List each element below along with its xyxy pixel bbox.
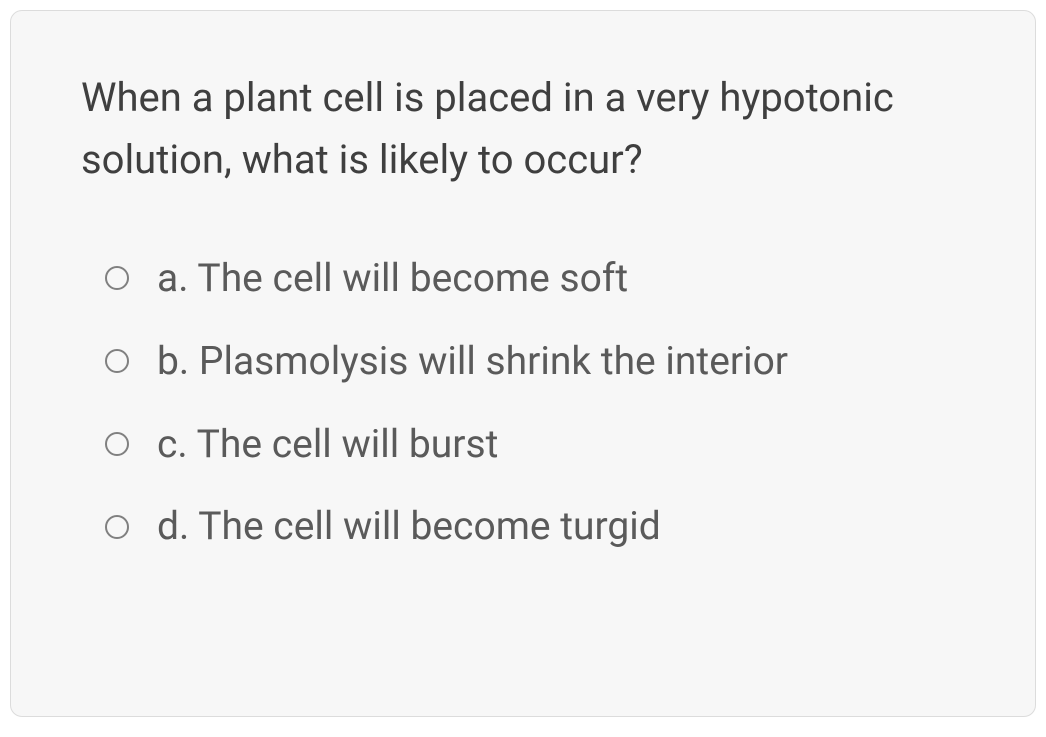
option-letter: b.	[157, 338, 189, 384]
quiz-card: When a plant cell is placed in a very hy…	[10, 10, 1036, 717]
option-text: The cell will burst	[197, 421, 499, 467]
option-letter: c.	[157, 421, 188, 467]
option-a[interactable]: a. The cell will become soft	[105, 255, 965, 302]
option-text: The cell will become turgid	[198, 503, 661, 549]
question-text: When a plant cell is placed in a very hy…	[81, 67, 965, 191]
option-label: a. The cell will become soft	[157, 255, 628, 302]
option-text: The cell will become soft	[197, 255, 628, 301]
option-label: b. Plasmolysis will shrink the interior	[157, 338, 788, 385]
option-label: c. The cell will burst	[157, 421, 498, 468]
radio-icon[interactable]	[105, 349, 129, 373]
radio-icon[interactable]	[105, 515, 129, 539]
radio-icon[interactable]	[105, 432, 129, 456]
option-label: d. The cell will become turgid	[157, 503, 661, 550]
option-c[interactable]: c. The cell will burst	[105, 421, 965, 468]
options-list: a. The cell will become soft b. Plasmoly…	[81, 255, 965, 550]
option-letter: d.	[157, 503, 189, 549]
option-d[interactable]: d. The cell will become turgid	[105, 503, 965, 550]
option-b[interactable]: b. Plasmolysis will shrink the interior	[105, 338, 965, 385]
radio-icon[interactable]	[105, 266, 129, 290]
option-text: Plasmolysis will shrink the interior	[199, 338, 788, 384]
option-letter: a.	[157, 255, 189, 301]
